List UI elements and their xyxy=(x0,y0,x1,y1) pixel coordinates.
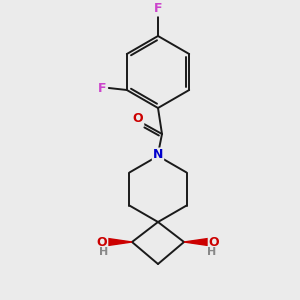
Text: O: O xyxy=(133,112,143,124)
Polygon shape xyxy=(108,238,132,245)
Polygon shape xyxy=(184,238,208,245)
Text: H: H xyxy=(207,247,217,257)
Text: O: O xyxy=(97,236,107,248)
Text: F: F xyxy=(154,2,162,16)
Text: N: N xyxy=(153,148,163,161)
Text: H: H xyxy=(99,247,109,257)
Text: O: O xyxy=(209,236,219,248)
Text: F: F xyxy=(98,82,106,94)
